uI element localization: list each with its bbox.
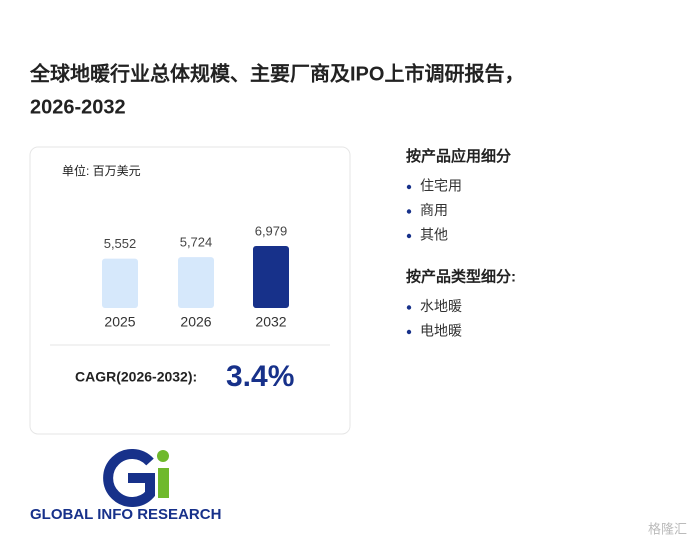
category-label: 2026 <box>180 314 211 330</box>
bar <box>178 257 214 308</box>
logo <box>103 449 169 507</box>
category-label: 2032 <box>255 314 286 330</box>
bar <box>253 246 289 308</box>
segment-item: 电地暖 <box>420 323 462 339</box>
bullet <box>406 209 412 214</box>
value-label: 5,724 <box>180 235 213 250</box>
cagr-label: CAGR(2026-2032): <box>75 369 197 385</box>
logo-text: GLOBAL INFO RESEARCH <box>30 506 221 523</box>
bullet <box>406 184 412 190</box>
logo-i <box>158 468 169 498</box>
value-label: 5,552 <box>104 236 137 251</box>
unit-label: 单位: 百万美元 <box>62 163 141 178</box>
segment-item: 商用 <box>420 202 448 218</box>
value-label: 6,979 <box>255 223 288 238</box>
bar <box>102 258 138 308</box>
segment-item: 水地暖 <box>420 298 462 314</box>
category-label: 2025 <box>104 314 135 330</box>
bullet <box>406 305 412 310</box>
segment-heading: 按产品应用细分 <box>406 147 511 165</box>
logo-g <box>103 449 155 507</box>
bullet <box>406 329 412 335</box>
segment-heading: 按产品类型细分: <box>406 267 516 285</box>
cagr-value: 3.4% <box>226 360 294 393</box>
title-line: 全球地暖行业总体规模、主要厂商及IPO上市调研报告， <box>29 61 524 85</box>
logo-dot <box>157 450 169 462</box>
bullet <box>406 233 412 239</box>
watermark: 格隆汇 <box>648 521 687 536</box>
title-line: 2026-2032 <box>30 96 126 118</box>
segment-item: 其他 <box>420 227 448 243</box>
segment-item: 住宅用 <box>420 178 462 194</box>
